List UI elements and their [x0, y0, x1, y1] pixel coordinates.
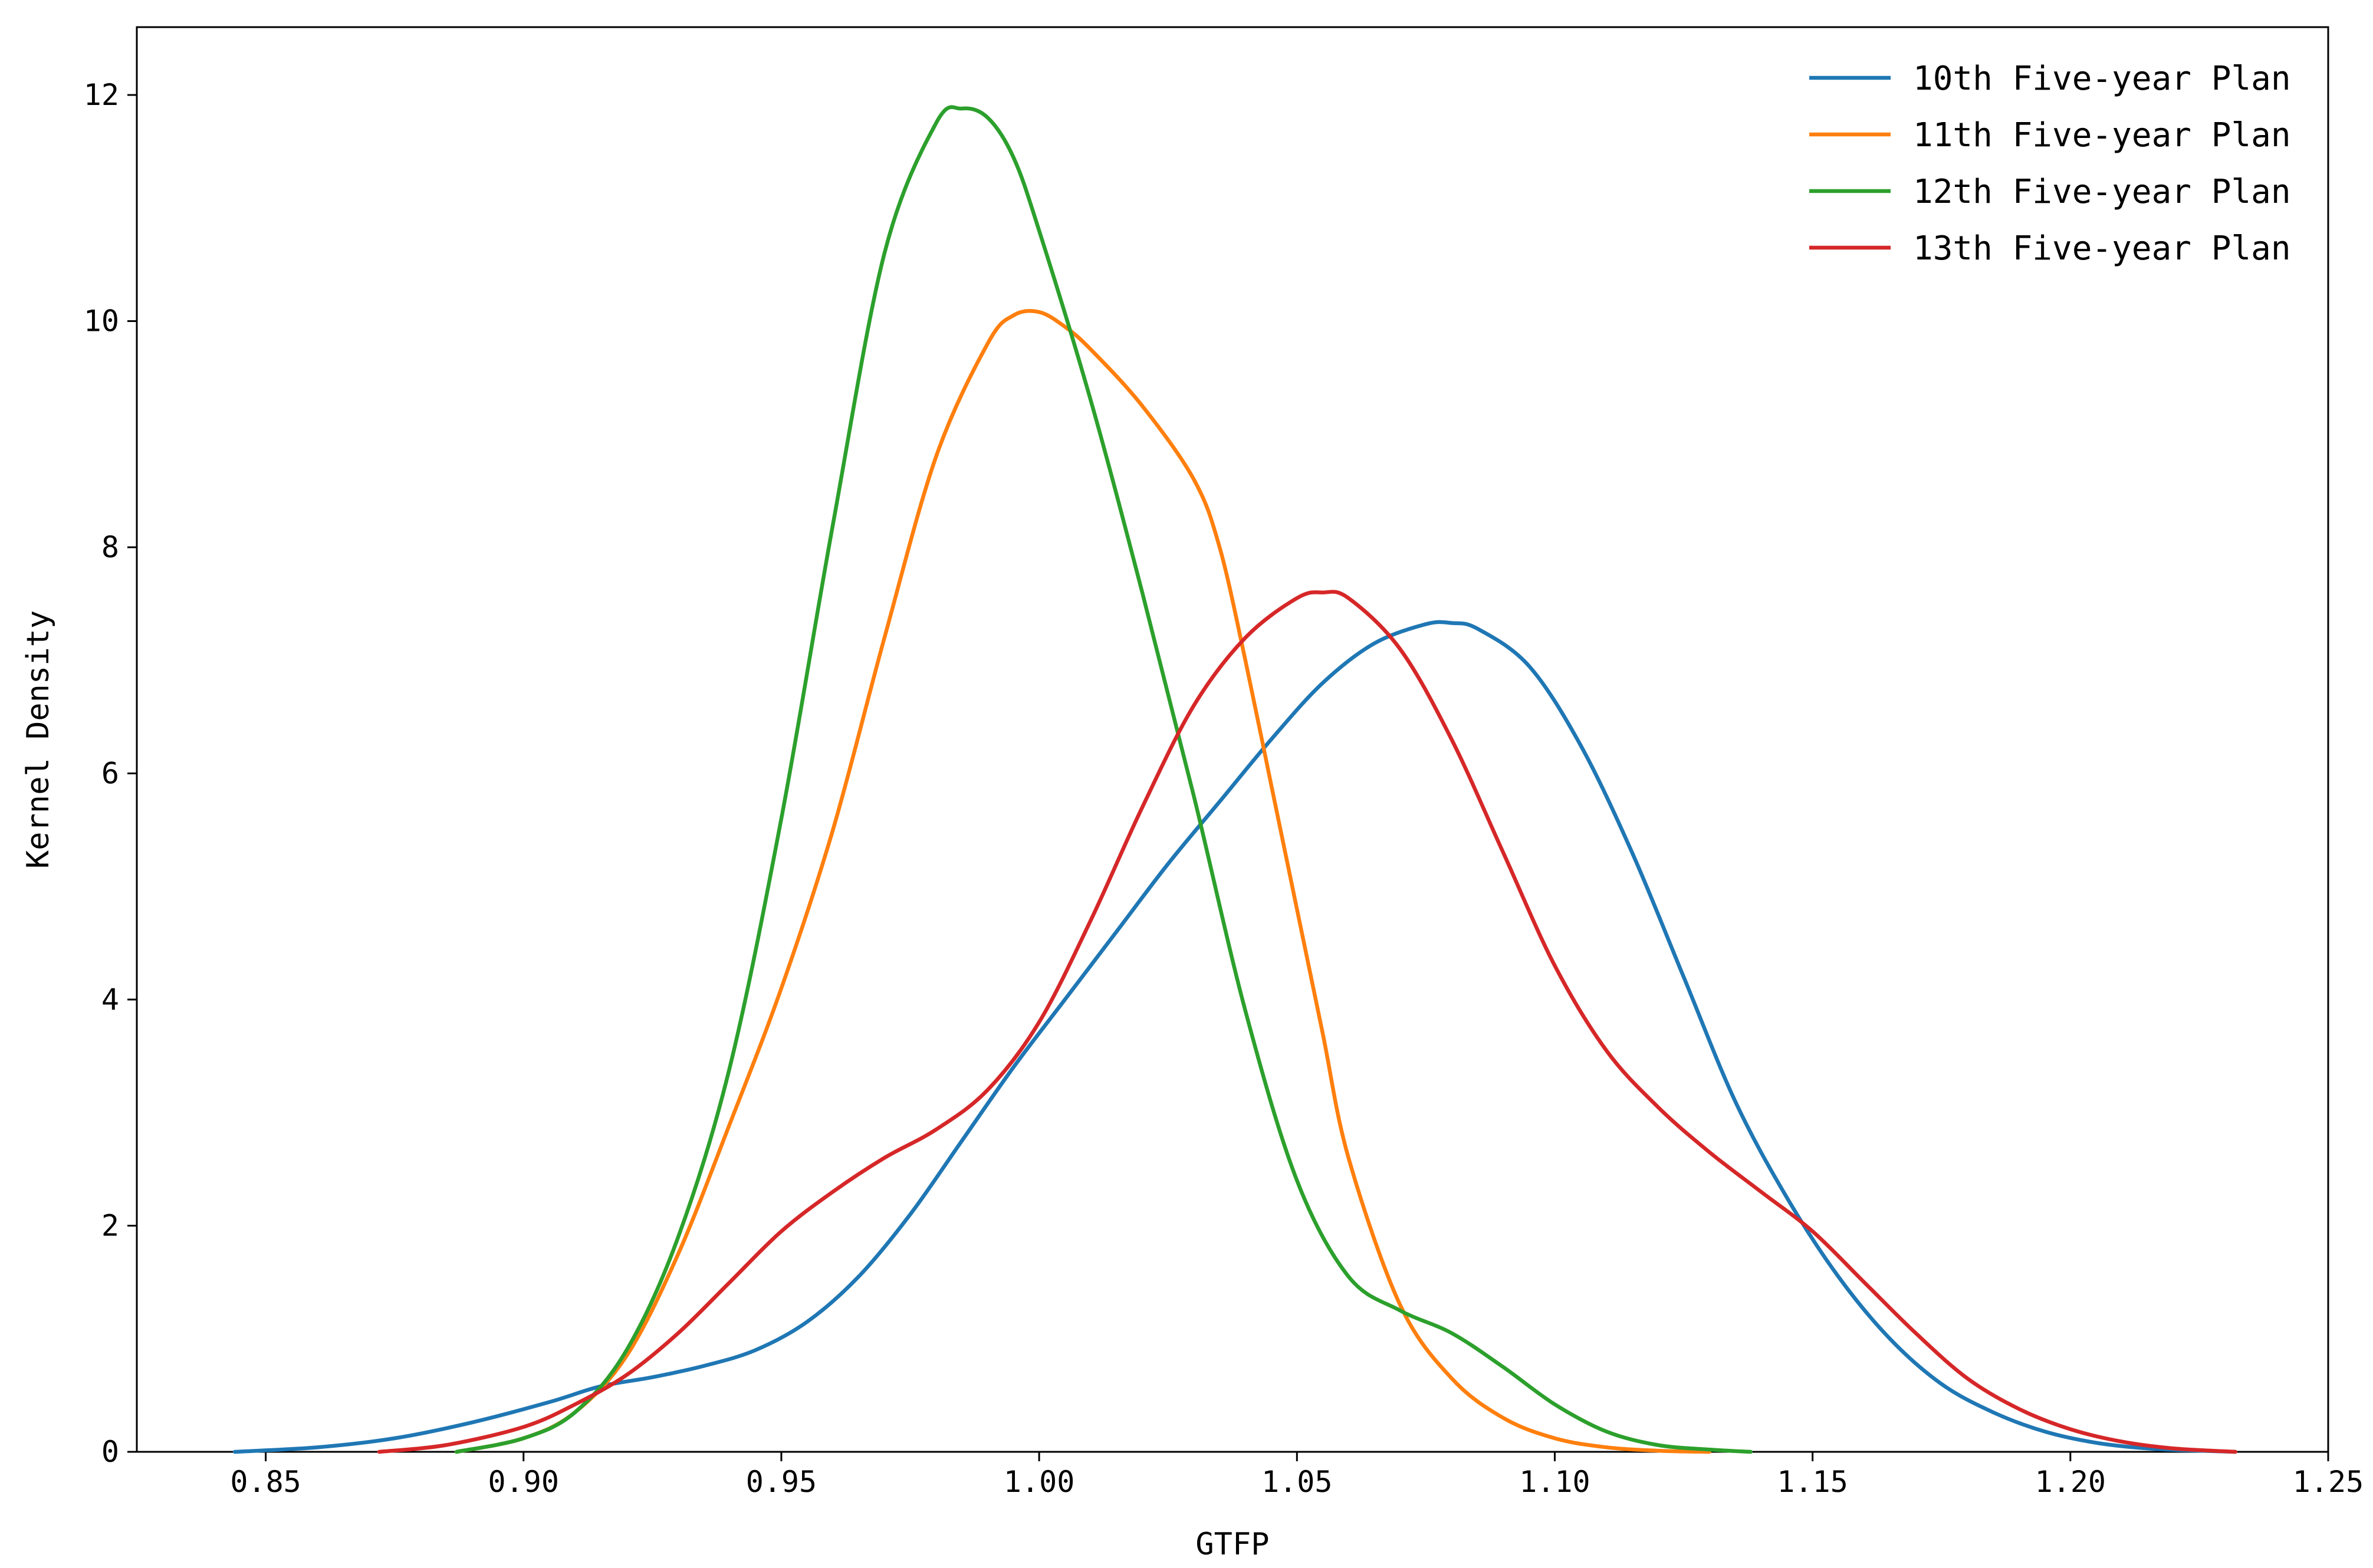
series-line-3: [454, 105, 1753, 1454]
y-tick-label: 4: [101, 982, 119, 1017]
legend-label: 11th Five-year Plan: [1913, 116, 2291, 155]
x-tick-label: 1.10: [1519, 1465, 1590, 1499]
x-tick-label: 1.20: [2035, 1465, 2106, 1499]
series-line-4: [377, 590, 2237, 1454]
y-tick-label: 10: [84, 304, 119, 338]
legend: 10th Five-year Plan 11th Five-year Plan 12…: [1809, 60, 2291, 268]
axes-group: 0.85 0.90 0.95 1.00 1.05 1.10 1.15 1.20 1.25 0 2 4 6…: [84, 26, 2364, 1499]
legend-label: 12th Five-year Plan: [1913, 173, 2291, 211]
x-tick-label: 1.05: [1261, 1465, 1332, 1499]
x-tick-label: 1.25: [2293, 1465, 2364, 1499]
y-tick-label: 0: [101, 1435, 119, 1469]
series-line-1: [232, 620, 2237, 1454]
x-tick-label: 1.00: [1004, 1465, 1074, 1499]
legend-label: 13th Five-year Plan: [1913, 229, 2291, 268]
legend-label: 10th Five-year Plan: [1913, 60, 2291, 98]
y-axis-label: Kernel Density: [21, 610, 56, 869]
y-tick-label: 2: [101, 1209, 119, 1243]
y-tick-label: 12: [84, 78, 119, 112]
x-tick-label: 0.90: [488, 1465, 559, 1499]
series-line-2: [454, 309, 1712, 1454]
y-tick-label: 6: [101, 757, 119, 791]
x-tick-label: 0.95: [746, 1465, 817, 1499]
x-tick-label: 1.15: [1777, 1465, 1848, 1499]
x-tick-label: 0.85: [230, 1465, 301, 1499]
x-axis-label: GTFP: [1195, 1527, 1269, 1562]
y-tick-label: 8: [101, 530, 119, 564]
series-group: [232, 105, 2237, 1454]
plot-frame: [136, 26, 2329, 1453]
